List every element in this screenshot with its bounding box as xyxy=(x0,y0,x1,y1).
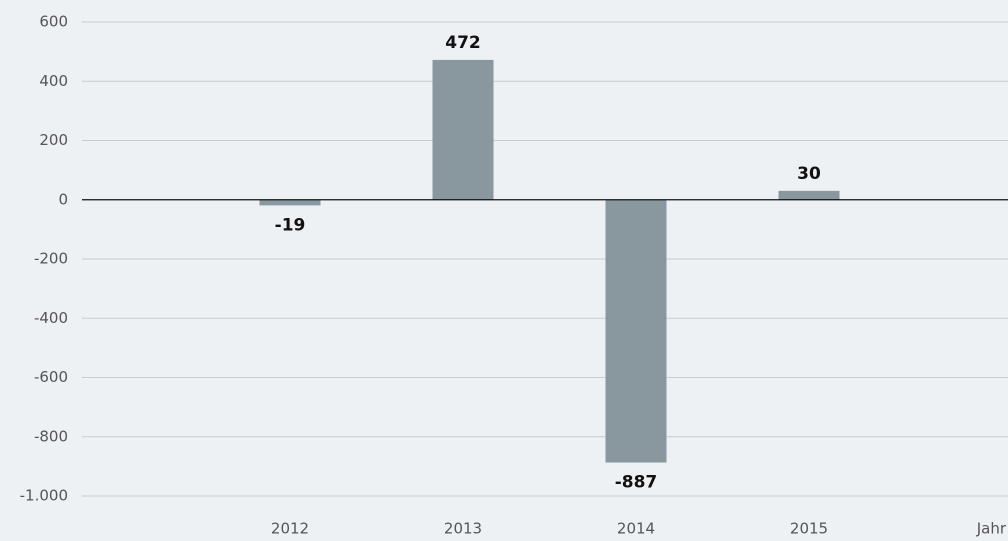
y-tick-label: -1.000 xyxy=(20,487,68,505)
bar xyxy=(605,199,667,463)
bar xyxy=(432,59,494,200)
x-axis-label: Jahr xyxy=(976,520,1007,538)
bar xyxy=(259,199,321,206)
x-tick-label: 2013 xyxy=(444,520,482,538)
y-tick-label: 0 xyxy=(58,190,68,208)
x-tick-label: 2014 xyxy=(617,520,655,538)
value-label: 472 xyxy=(445,33,481,53)
bar xyxy=(778,190,840,200)
value-label: -887 xyxy=(615,473,658,493)
x-tick-label: 2015 xyxy=(790,520,828,538)
value-label: -19 xyxy=(275,215,306,235)
value-label: 30 xyxy=(797,164,821,184)
x-tick-label: 2012 xyxy=(271,520,309,538)
y-tick-label: 200 xyxy=(39,131,68,149)
y-tick-label: 400 xyxy=(39,72,68,90)
y-tick-label: -600 xyxy=(34,368,68,386)
y-tick-label: -400 xyxy=(34,309,68,327)
y-tick-label: -800 xyxy=(34,427,68,445)
y-tick-label: 600 xyxy=(39,13,68,31)
y-tick-label: -200 xyxy=(34,250,68,268)
